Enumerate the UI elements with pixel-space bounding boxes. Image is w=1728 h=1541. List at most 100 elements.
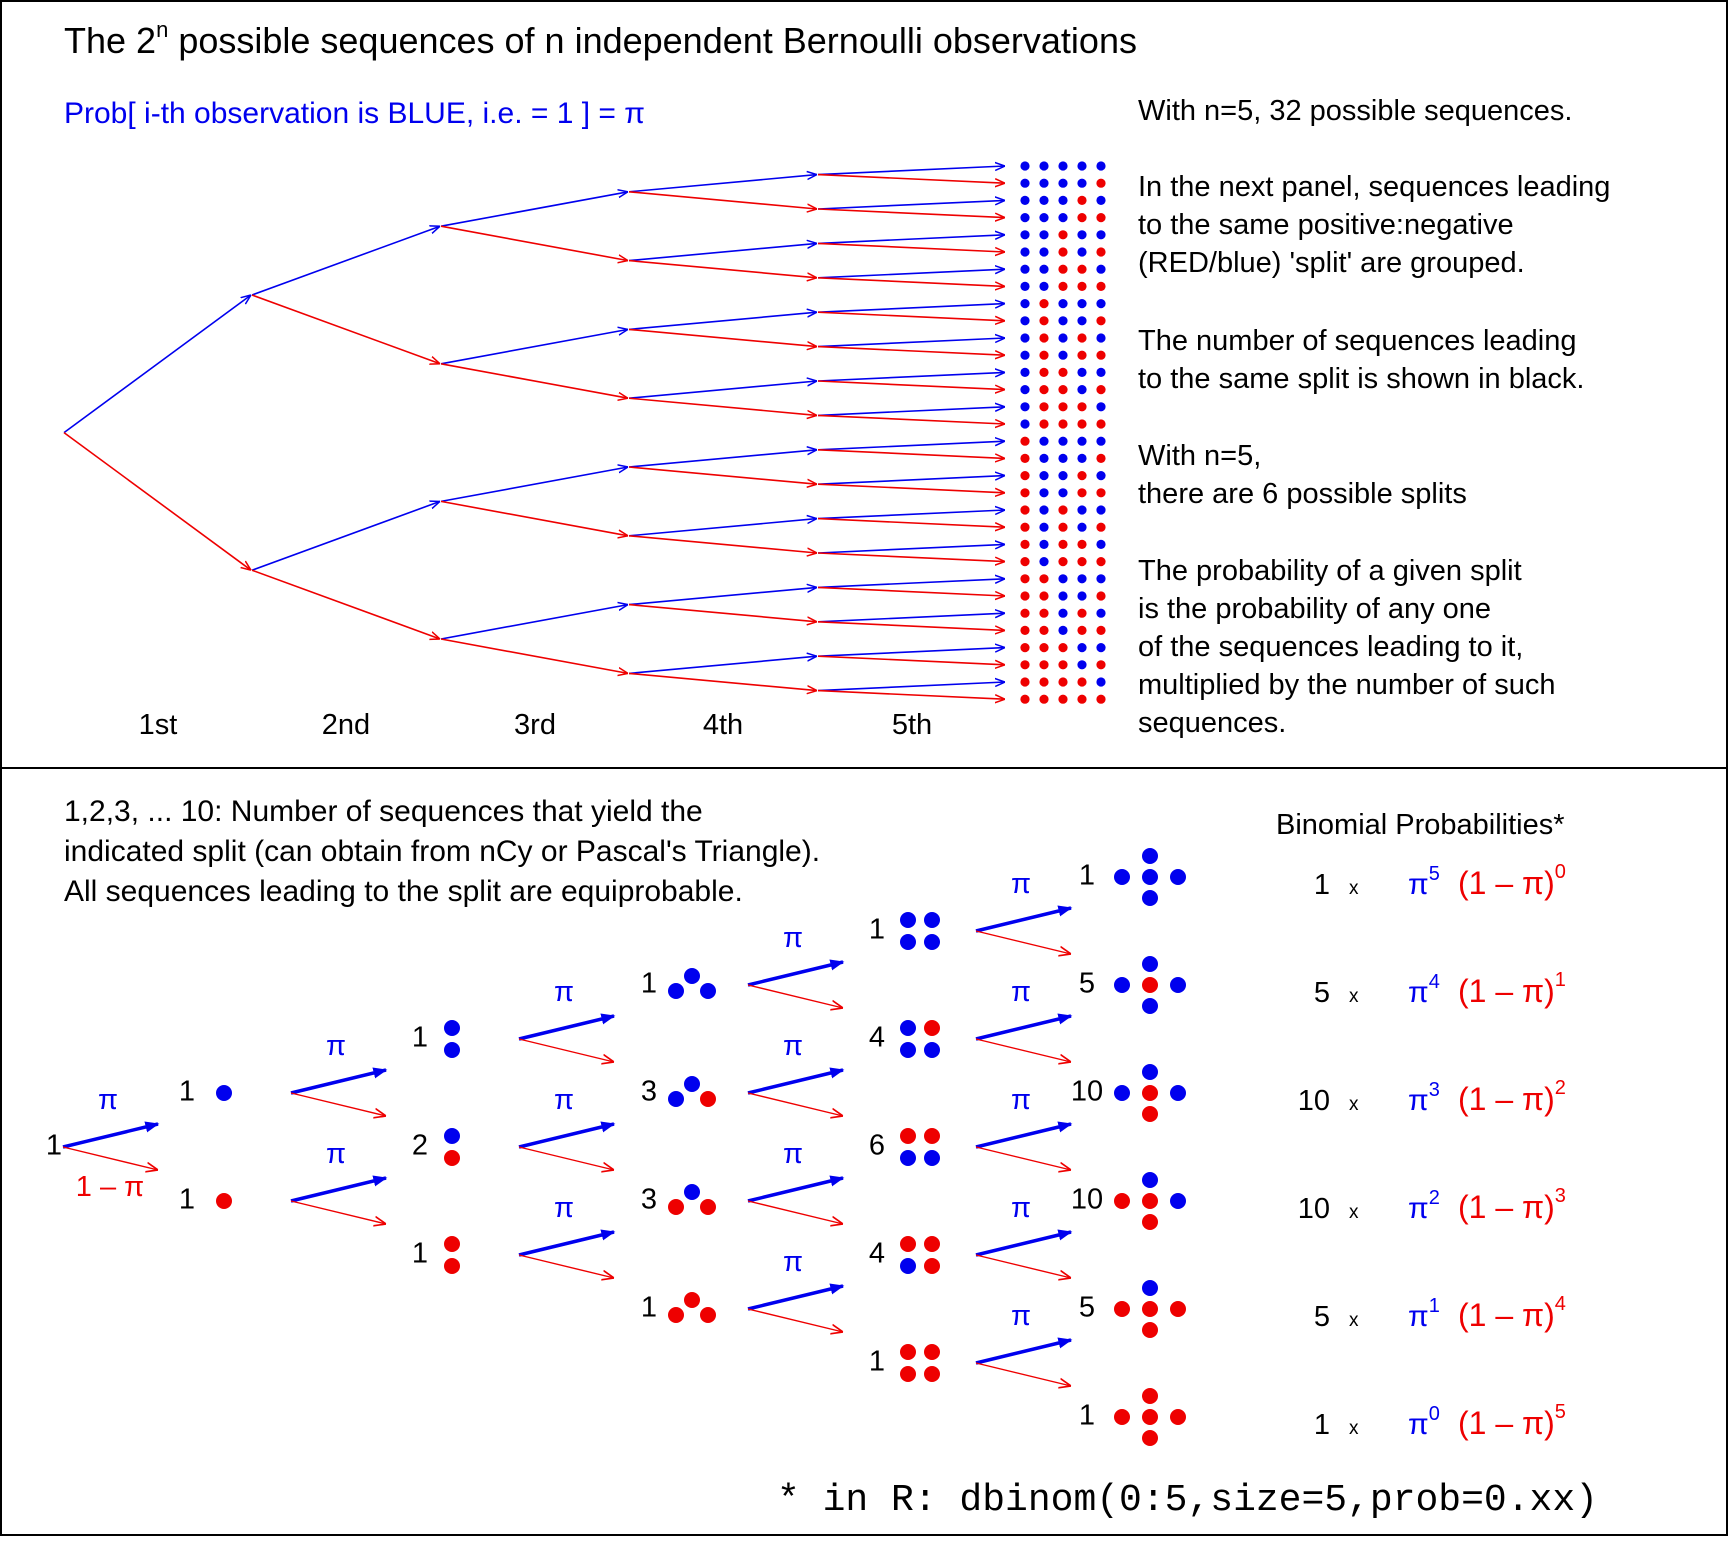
sequence-dot-blue <box>1020 161 1030 171</box>
sequence-dot-red <box>1096 694 1106 704</box>
sequence-dot-red <box>1058 385 1068 395</box>
sequence-dot-blue <box>1039 453 1049 463</box>
tree-branch-red <box>440 225 628 260</box>
level-label: 2nd <box>322 709 370 741</box>
one-minus-pi-arrow-red <box>290 1200 386 1224</box>
sequence-dot-blue <box>1020 299 1030 309</box>
pi-arrow-blue <box>975 1337 1073 1365</box>
sequence-dot-red <box>1077 281 1087 291</box>
pi-label: π <box>98 1084 118 1116</box>
split-dot-blue <box>444 1128 460 1144</box>
sequence-dot-red <box>1077 625 1087 636</box>
pi-arrow-blue <box>290 1067 388 1095</box>
explanation-line: With n=5, 32 possible sequences. <box>1138 95 1572 127</box>
pi-arrow-blue <box>290 1175 388 1203</box>
sequence-dot-red <box>1058 264 1068 274</box>
sequence-dot-blue <box>1096 643 1106 653</box>
split-dot-blue <box>1170 977 1186 993</box>
one-minus-pi-arrow-red <box>518 1146 614 1170</box>
sequence-dot-blue <box>1096 402 1106 412</box>
sequence-dot-blue <box>1096 608 1106 618</box>
split-count: 10 <box>1071 1076 1103 1108</box>
split-count: 1 <box>1079 860 1095 892</box>
sequence-dot-red <box>1020 453 1030 463</box>
level-label: 5th <box>892 709 932 741</box>
tree-branch-blue <box>817 372 1005 382</box>
tree-branch-blue <box>63 295 251 434</box>
sequence-dot-blue <box>1077 591 1087 601</box>
split-dot-blue <box>700 983 716 999</box>
sequence-dot-blue <box>1039 178 1049 188</box>
sequence-dot-blue <box>1039 230 1049 240</box>
sequence-dot-red <box>1039 574 1049 584</box>
pi-power: π4 <box>1408 971 1440 1009</box>
tree-branch-red <box>628 328 817 346</box>
sequence-dot-blue <box>1020 281 1030 291</box>
split-dot-red <box>924 1236 940 1252</box>
tree-branch-blue <box>817 304 1005 313</box>
sequence-dot-blue <box>1020 230 1030 240</box>
pi-label: π <box>554 1084 574 1116</box>
sequence-dot-red <box>1058 694 1068 704</box>
split-dot-red <box>1114 1193 1130 1209</box>
sequence-dot-red <box>1020 488 1030 498</box>
split-dot-blue <box>900 1258 916 1274</box>
split-count: 3 <box>641 1184 657 1216</box>
split-count: 1 <box>641 1292 657 1324</box>
sequence-dot-blue <box>1020 247 1030 257</box>
split-dot-red <box>684 1292 700 1308</box>
sequence-dot-red <box>1039 333 1049 343</box>
sequence-dot-red <box>1077 557 1087 567</box>
split-count: 1 <box>869 914 885 946</box>
split-dot-red <box>1114 1301 1130 1317</box>
top-explanation-text: With n=5, 32 possible sequences. In the n… <box>1138 95 1610 739</box>
pi-label: π <box>1011 868 1031 900</box>
split-dot-red <box>668 1307 684 1323</box>
tree-branch-red <box>251 569 440 639</box>
sequence-dot-red <box>1039 660 1049 670</box>
sequence-dot-red <box>1020 574 1030 584</box>
split-count: 1 <box>869 1346 885 1378</box>
split-dot-blue <box>1142 848 1158 864</box>
one-minus-pi-arrow-red <box>62 1146 158 1170</box>
pi-arrow-blue <box>975 1229 1073 1257</box>
explanation-line: multiplied by the number of such <box>1138 669 1556 701</box>
explanation-line: sequences. <box>1138 707 1286 739</box>
sequence-dot-blue <box>1096 505 1106 515</box>
split-count: 5 <box>1079 1292 1095 1324</box>
sequence-dot-red <box>1058 522 1068 532</box>
one-minus-pi-arrow-red <box>518 1254 614 1278</box>
split-dot-blue <box>1114 1085 1130 1101</box>
split-dot-red <box>700 1091 716 1107</box>
tree-branch-red <box>440 638 628 673</box>
sequence-dot-blue <box>1020 333 1030 343</box>
pi-power: π2 <box>1408 1187 1440 1225</box>
split-dot-red <box>900 1366 916 1382</box>
one-minus-pi-arrow-red <box>747 1308 843 1332</box>
tree-branch-red <box>817 552 1005 562</box>
level-label: 1st <box>139 709 178 741</box>
split-dot-blue <box>924 1042 940 1058</box>
sequence-dot-blue <box>1039 436 1049 446</box>
split-dot-blue <box>684 1184 700 1200</box>
split-dot-blue <box>900 1150 916 1166</box>
tree-branch-red <box>628 397 817 415</box>
tree-branch-blue <box>251 226 440 296</box>
tree-branch-blue <box>817 338 1005 348</box>
split-count: 1 <box>412 1022 428 1054</box>
binomial-title: Binomial Probabilities* <box>1276 809 1565 841</box>
split-dot-blue <box>1142 890 1158 906</box>
pascal-tree: 1 π 1 – π 1 π 1 π 1 π 2 π 1 π 1 π 3 π 3 π 1 π 1 π 4 π 6 π 4 π 1 π 1 5 10 1… <box>46 848 1186 1446</box>
sequence-dot-red <box>1020 557 1030 567</box>
sequence-dot-blue <box>1058 161 1068 171</box>
tree-branch-blue <box>817 648 1005 657</box>
sequence-dot-red <box>1096 660 1106 670</box>
explanation-line: to the same split is shown in black. <box>1138 363 1584 395</box>
explanation-line: there are 6 possible splits <box>1138 478 1467 510</box>
sequence-dot-blue <box>1096 195 1106 205</box>
pi-label: π <box>1011 1084 1031 1116</box>
pi-label: π <box>554 1192 574 1224</box>
sequence-dot-red <box>1039 385 1049 395</box>
binomial-coefficient: 5 <box>1314 977 1330 1009</box>
